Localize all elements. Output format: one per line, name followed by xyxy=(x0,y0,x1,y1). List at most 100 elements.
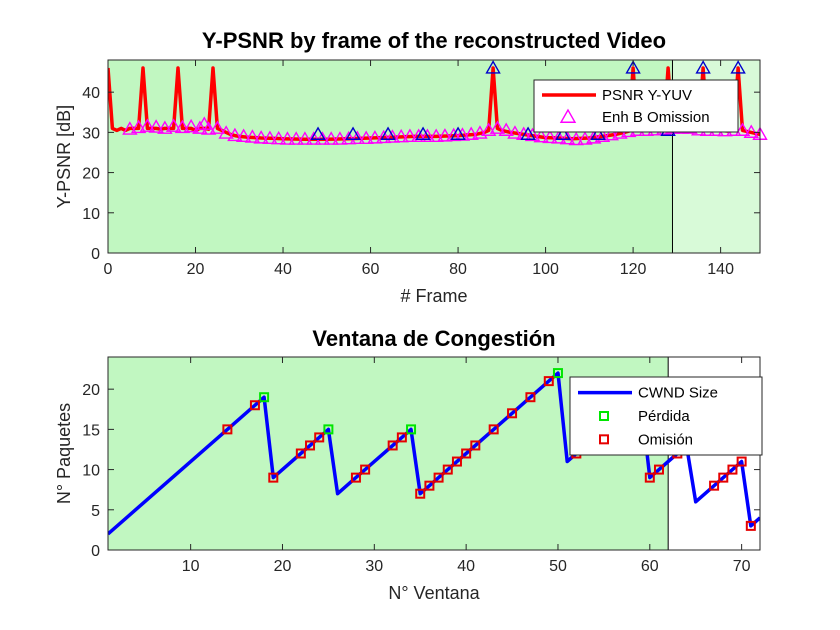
cwnd-point-omisi-n xyxy=(488,424,499,435)
psnr-point-enh-b-omission xyxy=(323,131,339,145)
cwnd-point-omisi-n xyxy=(470,440,481,451)
cwnd-point-omisi-n xyxy=(424,480,435,491)
cwnd-y-tick-label: 5 xyxy=(91,503,100,520)
psnr-x-tick-label: 20 xyxy=(187,261,205,278)
psnr-y-axis-label: Y-PSNR [dB] xyxy=(54,105,74,208)
cwnd-point-p-rdida xyxy=(323,424,334,435)
cwnd-point-omisi-n xyxy=(543,376,554,387)
psnr-point-enh-b-omission xyxy=(157,120,173,134)
cwnd-y-tick-label: 15 xyxy=(82,422,100,439)
psnr-point-extra-2 xyxy=(730,60,746,74)
psnr-point-enh-b-omission xyxy=(314,131,331,145)
cwnd-x-tick-label: 30 xyxy=(365,558,383,575)
cwnd-legend-box xyxy=(569,376,763,456)
psnr-point-enh-b-omission xyxy=(130,119,147,134)
psnr-point-enh-b-omission xyxy=(402,128,418,142)
cwnd-point-omisi-n xyxy=(360,464,371,475)
psnr-point-enh-b-omission xyxy=(165,118,182,132)
psnr-axes-box xyxy=(107,59,761,254)
psnr-y-tick-label: 40 xyxy=(82,85,100,102)
psnr-point-enh-b-omission xyxy=(533,128,549,143)
cwnd-y-axis-label: N° Paquetes xyxy=(54,403,74,504)
psnr-point-extra-2 xyxy=(590,126,606,140)
psnr-point-enh-b-omission xyxy=(743,124,759,138)
cwnd-point-omisi-n xyxy=(387,440,398,451)
psnr-point-enh-b-omission xyxy=(384,129,401,143)
psnr-point-enh-b-omission xyxy=(507,125,523,139)
psnr-point-enh-b-omission xyxy=(419,128,436,142)
psnr-point-enh-b-omission xyxy=(227,127,243,142)
cwnd-y-tick-label: 10 xyxy=(82,463,100,480)
cwnd-point-omisi-n xyxy=(268,472,279,483)
cwnd-point-omisi-n xyxy=(718,472,729,483)
psnr-point-enh-b-omission xyxy=(463,126,479,140)
psnr-point-enh-b-omission xyxy=(262,130,278,144)
psnr-point-enh-b-omission xyxy=(445,127,462,142)
psnr-point-enh-b-omission xyxy=(480,122,497,136)
cwnd-x-tick-label: 10 xyxy=(182,558,200,575)
psnr-legend-label-psnr-y-yuv: PSNR Y-YUV xyxy=(602,87,692,104)
psnr-point-enh-b-omission xyxy=(586,130,602,144)
psnr-x-tick-label: 40 xyxy=(274,261,292,278)
cwnd-point-omisi-n xyxy=(525,392,536,403)
psnr-point-enh-b-omission xyxy=(200,121,217,135)
psnr-x-tick-label: 80 xyxy=(449,261,467,278)
cwnd-point-omisi-n xyxy=(745,520,756,531)
cwnd-point-p-rdida xyxy=(552,368,563,379)
psnr-legend: PSNR Y-YUV Enh B Omission xyxy=(533,79,739,133)
psnr-point-extra-2 xyxy=(485,60,501,74)
cwnd-legend-label-cwnd-size: CWND Size xyxy=(638,385,718,402)
psnr-point-enh-b-omission xyxy=(340,130,357,145)
psnr-point-enh-b-omission xyxy=(454,127,471,141)
psnr-point-enh-b-omission xyxy=(524,127,541,142)
psnr-point-enh-b-omission xyxy=(375,129,392,144)
psnr-point-enh-b-omission xyxy=(594,128,611,142)
cwnd-point-omisi-n xyxy=(415,488,426,499)
psnr-point-enh-b-omission xyxy=(393,128,409,143)
psnr-point-enh-b-omission xyxy=(542,129,558,144)
psnr-point-enh-b-omission xyxy=(734,122,751,136)
psnr-point-extra-2 xyxy=(415,126,431,140)
cwnd-point-omisi-n xyxy=(727,464,738,475)
psnr-point-extra-2 xyxy=(310,126,326,140)
psnr-point-enh-b-omission xyxy=(437,128,453,142)
psnr-chart: Y-PSNR by frame of the reconstructed Vid… xyxy=(54,28,768,306)
psnr-point-enh-b-omission xyxy=(139,118,156,132)
psnr-point-enh-b-omission xyxy=(568,131,584,146)
cwnd-x-tick-label: 20 xyxy=(274,558,292,575)
psnr-point-enh-b-omission xyxy=(279,131,296,145)
psnr-point-enh-b-omission xyxy=(235,128,252,142)
psnr-legend-box xyxy=(533,79,739,133)
psnr-point-enh-b-omission xyxy=(551,130,567,144)
cwnd-point-omisi-n xyxy=(295,448,306,459)
psnr-legend-label-enh-b-omission: Enh B Omission xyxy=(602,109,710,126)
psnr-point-enh-b-omission xyxy=(349,130,366,144)
psnr-series-psnr-y-yuv xyxy=(108,66,760,141)
psnr-x-tick-label: 0 xyxy=(104,261,113,278)
psnr-point-extra-2 xyxy=(345,126,361,140)
psnr-point-enh-b-omission xyxy=(410,128,427,142)
psnr-point-enh-b-omission xyxy=(218,125,234,139)
psnr-point-extra-2 xyxy=(520,126,536,140)
psnr-point-enh-b-omission xyxy=(577,131,593,145)
psnr-point-enh-b-omission xyxy=(122,121,138,135)
cwnd-x-tick-label: 60 xyxy=(641,558,659,575)
psnr-point-extra-2 xyxy=(555,126,571,140)
psnr-y-tick-label: 20 xyxy=(82,166,100,183)
psnr-y-tick-label: 10 xyxy=(82,206,100,223)
cwnd-point-omisi-n xyxy=(461,448,472,459)
psnr-point-enh-b-omission xyxy=(428,128,444,142)
cwnd-point-p-rdida xyxy=(259,392,270,403)
cwnd-legend-swatch-p-rdida xyxy=(599,411,609,421)
cwnd-point-omisi-n xyxy=(249,400,260,411)
psnr-point-extra-2 xyxy=(695,60,711,74)
psnr-x-tick-label: 60 xyxy=(362,261,380,278)
psnr-chart-title: Y-PSNR by frame of the reconstructed Vid… xyxy=(202,28,666,53)
psnr-point-enh-b-omission xyxy=(559,130,576,145)
cwnd-x-tick-label: 40 xyxy=(457,558,475,575)
psnr-point-enh-b-omission xyxy=(358,130,374,144)
cwnd-point-omisi-n xyxy=(736,456,747,467)
cwnd-point-p-rdida xyxy=(406,424,417,435)
psnr-point-enh-b-omission xyxy=(174,119,191,134)
